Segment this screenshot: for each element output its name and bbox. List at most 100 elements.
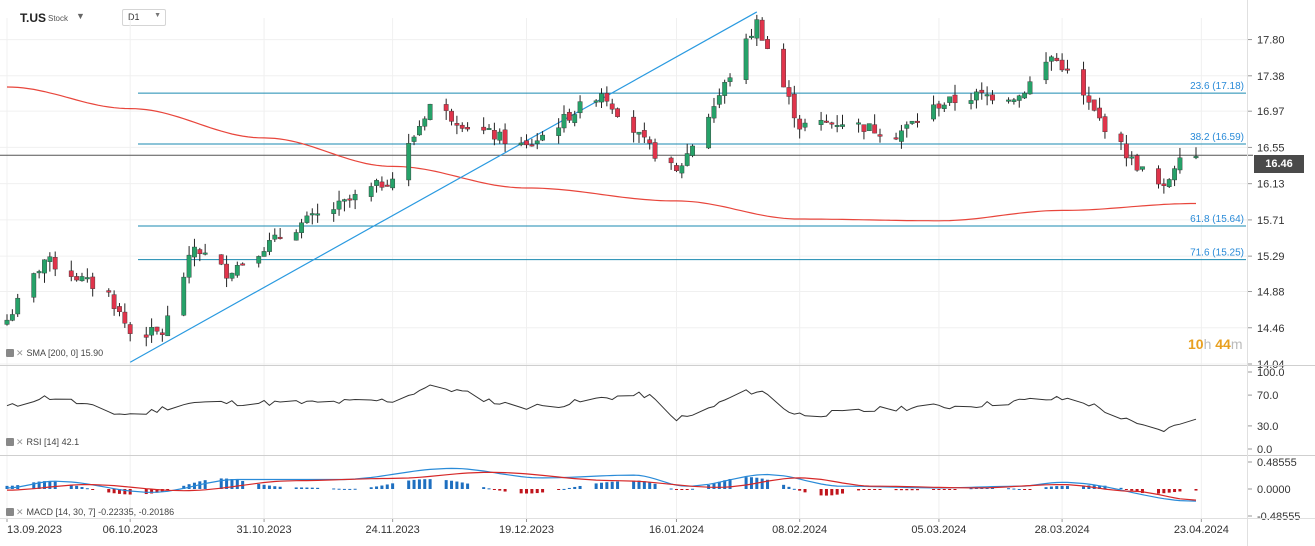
candle-body <box>641 130 647 138</box>
candle <box>1022 91 1028 99</box>
candle-body <box>406 143 412 181</box>
candle-body <box>1134 155 1140 171</box>
countdown-hours: 10 <box>1188 336 1204 352</box>
sma-indicator-label[interactable]: ✕ SMA [200, 0] 15.90 <box>6 348 103 359</box>
candle <box>309 208 315 225</box>
macd-histogram-bar <box>541 489 545 493</box>
macd-histogram-bar <box>1060 485 1064 489</box>
rsi-indicator-label[interactable]: ✕ RSI [14] 42.1 <box>6 437 79 448</box>
macd-panel: 0.48555 0.0000 -0.48555 <box>5 457 1300 523</box>
macd-histogram-bar <box>1028 489 1032 490</box>
candle-body <box>256 256 262 264</box>
macd-histogram-bar <box>605 482 609 489</box>
candle-body <box>979 89 985 93</box>
candle <box>240 262 246 266</box>
candle <box>931 95 936 122</box>
candle <box>1086 86 1092 110</box>
macd-histogram-bar <box>230 479 234 489</box>
candle-body <box>1081 69 1086 96</box>
candle <box>143 326 149 347</box>
macd-histogram-bar <box>1140 489 1144 494</box>
candle-body <box>615 108 620 117</box>
macd-histogram-bar <box>1023 489 1027 490</box>
price-tick-label: 16.97 <box>1257 106 1285 118</box>
macd-histogram-bar <box>841 489 845 494</box>
timeframe-select[interactable]: D1 ▼ <box>122 9 166 26</box>
candle <box>1027 76 1033 95</box>
candle <box>674 162 679 173</box>
settings-icon[interactable] <box>6 508 14 516</box>
candle-body <box>572 114 578 123</box>
candle <box>802 118 808 132</box>
macd-histogram-bar <box>369 487 373 489</box>
candle <box>406 133 412 187</box>
candle-body <box>486 128 492 131</box>
candle <box>990 90 995 105</box>
macd-histogram-bar <box>128 489 132 495</box>
candle <box>941 102 947 113</box>
candle <box>968 93 974 110</box>
macd-histogram-bar <box>717 481 721 489</box>
candle <box>304 211 310 224</box>
macd-histogram-bar <box>1065 485 1069 489</box>
candle-body <box>491 130 497 140</box>
candle-body <box>1043 61 1049 81</box>
candle <box>202 243 208 256</box>
macd-histogram-bar <box>1157 489 1161 494</box>
candle-body <box>556 127 562 136</box>
candle-body <box>1118 133 1124 142</box>
settings-icon[interactable] <box>6 438 14 446</box>
candle <box>277 228 283 240</box>
macd-histogram-bar <box>632 480 636 489</box>
candle-body <box>647 139 653 144</box>
macd-histogram-bar <box>492 489 496 490</box>
macd-histogram-bar <box>1007 488 1011 490</box>
macd-histogram-bar <box>1167 489 1171 493</box>
candle <box>561 105 567 133</box>
close-icon[interactable]: ✕ <box>16 437 24 447</box>
candle-body <box>754 19 760 39</box>
date-tick-label: 06.10.2023 <box>103 524 158 536</box>
candle-body <box>79 276 85 282</box>
candle-body <box>342 199 347 202</box>
candle-body <box>866 123 872 132</box>
macd-indicator-label[interactable]: ✕ MACD [14, 30, 7] -0.22335, -0.20186 <box>6 507 174 518</box>
candle-body <box>1193 156 1199 159</box>
candle-body <box>679 165 685 174</box>
candle <box>1156 165 1161 189</box>
candle-body <box>534 140 540 144</box>
candle <box>417 120 422 136</box>
candle-body <box>524 140 529 146</box>
macd-histogram-bar <box>278 486 282 489</box>
macd-histogram-bar <box>487 488 491 490</box>
candle-body <box>609 103 615 110</box>
symbol-label[interactable]: T.US <box>20 11 47 25</box>
fibonacci-levels: 23.6 (17.18) 38.2 (16.59) 61.8 (15.64) 71.6… <box>0 81 1253 261</box>
macd-histogram-bar <box>498 489 502 491</box>
macd-histogram-bar <box>798 489 802 491</box>
candle <box>711 97 717 123</box>
chevron-down-icon[interactable]: ▼ <box>76 11 85 21</box>
candle-body <box>422 118 428 127</box>
close-icon[interactable]: ✕ <box>16 348 24 358</box>
candle <box>352 189 358 210</box>
candle <box>267 232 272 256</box>
candle-body <box>1065 68 1070 71</box>
candle-body <box>1027 81 1033 95</box>
close-icon[interactable]: ✕ <box>16 507 24 517</box>
candle <box>502 123 508 152</box>
candle <box>609 98 615 114</box>
candle <box>197 247 203 262</box>
candle <box>1166 178 1172 189</box>
candle <box>974 88 979 109</box>
candle <box>818 111 824 131</box>
price-tick-label: 17.38 <box>1257 71 1285 83</box>
candle <box>1177 147 1183 174</box>
candle <box>615 107 620 118</box>
candle <box>754 14 760 47</box>
settings-icon[interactable] <box>6 349 14 357</box>
price-axis: 17.80 17.38 16.97 16.55 16.13 15.71 15.29 14.88… <box>1247 35 1285 371</box>
candle <box>518 136 524 147</box>
